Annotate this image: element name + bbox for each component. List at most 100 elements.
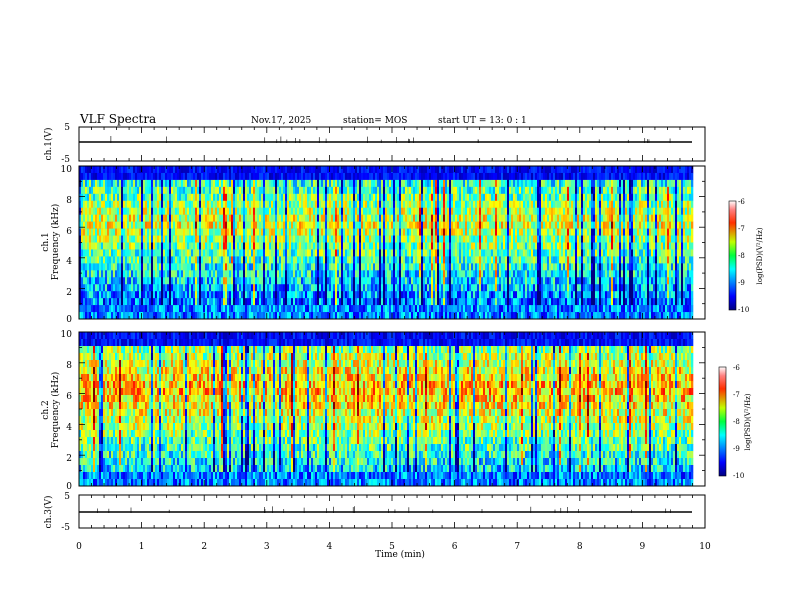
spectrogram-cell <box>421 172 424 181</box>
spectrogram-cell <box>239 221 242 229</box>
spectrogram-cell <box>183 221 186 229</box>
spectrogram-cell <box>479 221 482 229</box>
spectrogram-cell <box>451 193 454 202</box>
spectrogram-cell <box>361 172 364 181</box>
spectrogram-cell <box>79 228 82 236</box>
spectrogram-cell <box>489 193 492 202</box>
spectrogram-cell <box>393 179 396 188</box>
spectrogram-cell <box>349 200 352 209</box>
spectrogram-cell <box>243 228 246 236</box>
spectrogram-cell <box>229 256 232 264</box>
spectrogram-cell <box>305 214 308 222</box>
spectrogram-cell <box>395 312 398 320</box>
spectrogram-cell <box>323 298 326 306</box>
spectrogram-cell <box>413 200 416 209</box>
spectrogram-cell <box>383 277 386 285</box>
spectrogram-cell <box>257 305 260 313</box>
spectrogram-cell <box>269 179 272 188</box>
spectrogram-cell <box>133 312 136 320</box>
spectrogram-cell <box>483 242 486 250</box>
spectrogram-cell <box>417 249 420 257</box>
spectrogram-cell <box>431 207 434 215</box>
spectrogram-cell <box>225 221 228 229</box>
spectrogram-cell <box>377 263 380 271</box>
spectrogram-cell <box>305 172 308 181</box>
spectrogram-cell <box>119 277 122 285</box>
spectrogram-cell <box>267 166 270 174</box>
spectrogram-cell <box>261 277 264 285</box>
spectrogram-cell <box>489 221 492 229</box>
spectrogram-cell <box>383 179 386 188</box>
spectrogram-cell <box>363 166 366 174</box>
spectrogram-cell <box>353 207 356 215</box>
spectrogram-cell <box>475 166 478 174</box>
spectrogram-cell <box>379 305 382 313</box>
spectrogram-cell <box>515 186 518 195</box>
spectrogram-cell <box>459 242 462 250</box>
spectrogram-cell <box>357 166 360 174</box>
spectrogram-cell <box>363 256 366 264</box>
spectrogram-cell <box>281 312 284 320</box>
spectrogram-cell <box>197 305 200 313</box>
spectrogram-cell <box>385 200 388 209</box>
spectrogram-cell <box>341 284 344 292</box>
spectrogram-cell <box>241 312 244 320</box>
spectrogram-cell <box>209 291 212 299</box>
spectrogram-cell <box>283 200 286 209</box>
spectrogram-cell <box>275 207 278 215</box>
spectrogram-cell <box>137 305 140 313</box>
spectrogram-cell <box>485 242 488 250</box>
spectrogram-cell <box>371 312 374 320</box>
spectrogram-cell <box>115 298 118 306</box>
spectrogram-cell <box>139 235 142 243</box>
spectrogram-cell <box>281 207 284 215</box>
spectrogram-cell <box>85 263 88 271</box>
spectrogram-cell <box>429 305 432 313</box>
spectrogram-cell <box>83 249 86 257</box>
spectrogram-cell <box>447 193 450 202</box>
spectrogram-cell <box>487 305 490 313</box>
spectrogram-cell <box>395 270 398 278</box>
spectrogram-cell <box>191 207 194 215</box>
figure-title: VLF Spectra <box>79 112 156 126</box>
spectrogram-cell <box>451 242 454 250</box>
spectrogram-cell <box>239 277 242 285</box>
spectrogram-cell <box>123 207 126 215</box>
spectrogram-cell <box>511 186 514 195</box>
spectrogram-cell <box>165 242 168 250</box>
spectrogram-cell <box>473 242 476 250</box>
spectrogram-cell <box>97 284 100 292</box>
spectrogram-cell <box>327 312 330 320</box>
spectrogram-cell <box>305 249 308 257</box>
spectrogram-cell <box>231 200 234 209</box>
spectrogram-cell <box>451 186 454 195</box>
spectrogram-cell <box>509 172 512 181</box>
spectrogram-cell <box>291 221 294 229</box>
spectrogram-cell <box>413 186 416 195</box>
spectrogram-cell <box>135 305 138 313</box>
spectrogram-cell <box>335 228 338 236</box>
spectrogram-cell <box>341 298 344 306</box>
spectrogram-cell <box>369 291 372 299</box>
spectrogram-cell <box>245 166 248 174</box>
spectrogram-cell <box>471 305 474 313</box>
spectrogram-cell <box>227 256 230 264</box>
spectrogram-cell <box>425 242 428 250</box>
spectrogram-cell <box>81 186 84 195</box>
spectrogram-cell <box>465 270 468 278</box>
spectrogram-cell <box>375 249 378 257</box>
spectrogram-cell <box>355 207 358 215</box>
spectrogram-cell <box>335 166 338 174</box>
spectrogram-cell <box>185 284 188 292</box>
spectrogram-cell <box>213 228 216 236</box>
spectrogram-cell <box>143 214 146 222</box>
spectrogram-cell <box>117 172 120 181</box>
spectrogram-cell <box>317 305 320 313</box>
spectrogram-cell <box>151 256 154 264</box>
spectrogram-cell <box>207 186 210 195</box>
spectrogram-cell <box>289 228 292 236</box>
spectrogram-cell <box>453 193 456 202</box>
spectrogram-cell <box>213 312 216 320</box>
spectrogram-cell <box>205 242 208 250</box>
spectrogram-cell <box>407 305 410 313</box>
